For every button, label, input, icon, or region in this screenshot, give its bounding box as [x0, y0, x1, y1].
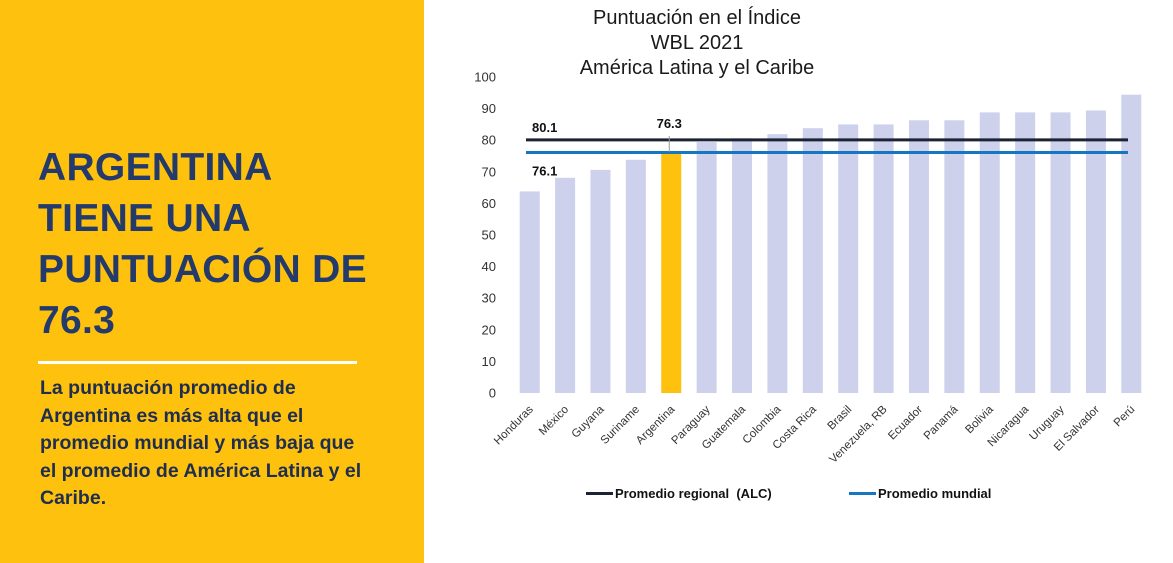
bar-11	[908, 120, 929, 394]
bar-5	[696, 142, 717, 393]
bar-13	[979, 112, 1000, 393]
highlight-value-label: 76.3	[657, 116, 682, 131]
bar-14	[1015, 112, 1036, 393]
y-tick-label: 80	[482, 133, 496, 148]
y-tick-label: 20	[482, 322, 496, 337]
legend-label-regional: Promedio regional (ALC)	[615, 486, 772, 501]
chart-title-line: Puntuación en el Índice WBL 2021	[593, 7, 801, 54]
x-tick-label: Brasil	[825, 404, 854, 433]
bar-3	[625, 159, 646, 393]
bar-10	[873, 124, 894, 394]
x-tick-label: Honduras	[492, 403, 536, 447]
chart-subtitle: América Latina y el Caribe	[579, 57, 815, 79]
y-tick-label: 30	[482, 291, 496, 306]
bar-0	[519, 191, 540, 393]
y-tick-label: 100	[474, 70, 496, 85]
y-tick-label: 10	[482, 354, 496, 369]
bar-12	[944, 120, 965, 394]
summary-text: La puntuación promedio de Argentina es m…	[40, 377, 362, 509]
legend-swatch-world	[849, 492, 876, 495]
y-tick-label: 50	[482, 228, 496, 243]
bar-8	[802, 128, 823, 393]
bar-9	[838, 124, 859, 394]
bar-6	[732, 138, 753, 393]
world-average-label: 76.1	[532, 164, 557, 179]
bar-7	[767, 134, 788, 394]
headline: ARGENTINA TIENE UNA PUNTUACIÓN DE 76.3	[38, 146, 367, 342]
chart-panel: Puntuación en el Índice WBL 2021 América…	[424, 0, 1173, 563]
x-tick-label: Perú	[1112, 404, 1138, 430]
bar-4	[661, 151, 682, 393]
x-tick-label: Ecuador	[886, 404, 925, 443]
bar-17	[1121, 94, 1142, 394]
x-tick-label: Panamá	[922, 403, 961, 442]
bar-1	[555, 177, 576, 393]
bar-15	[1050, 112, 1071, 393]
y-tick-label: 60	[482, 196, 496, 211]
chart-title: Puntuación en el Índice WBL 2021 América…	[572, 6, 822, 81]
y-tick-label: 90	[482, 101, 496, 116]
summary-panel: ARGENTINA TIENE UNA PUNTUACIÓN DE 76.3 L…	[0, 0, 424, 563]
y-tick-label: 0	[489, 386, 496, 401]
legend-label-world: Promedio mundial	[878, 486, 992, 501]
bar-16	[1085, 110, 1106, 393]
x-tick-label: Bolivia	[963, 403, 996, 436]
y-tick-label: 40	[482, 259, 496, 274]
bar-2	[590, 169, 611, 393]
legend-item-regional: Promedio regional (ALC)	[586, 486, 772, 501]
regional-average-label: 80.1	[532, 120, 557, 135]
legend-swatch-regional	[586, 492, 613, 495]
x-tick-label: México	[537, 404, 571, 438]
y-tick-label: 70	[482, 164, 496, 179]
legend-item-world: Promedio mundial	[849, 486, 991, 501]
divider	[38, 361, 357, 364]
